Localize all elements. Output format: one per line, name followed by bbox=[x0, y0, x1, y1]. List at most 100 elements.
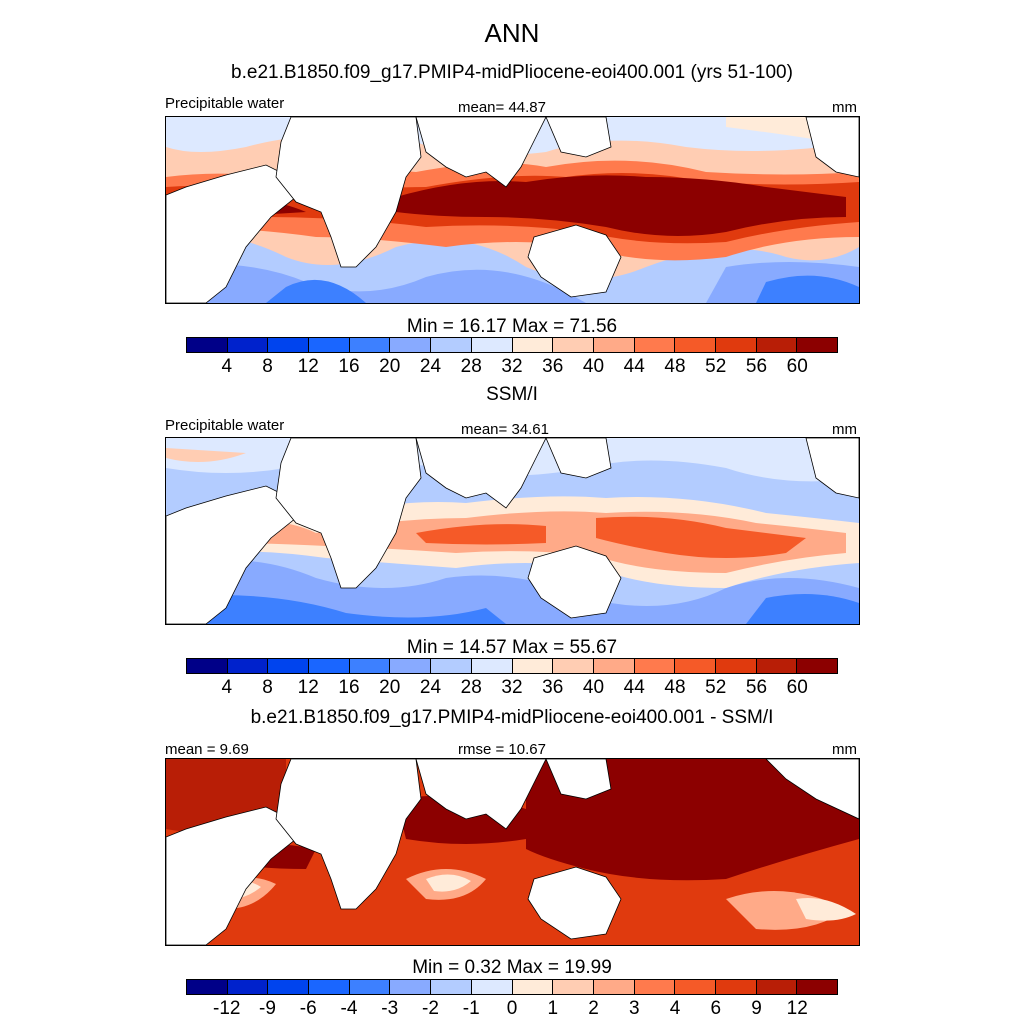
panel3-colorbar-swatch bbox=[715, 980, 757, 994]
panel2-colorbar-swatch bbox=[715, 659, 757, 673]
panel3-colorbar-tick: -4 bbox=[340, 998, 358, 1019]
panel2-colorbar-swatch bbox=[431, 659, 472, 673]
panel2-colorbar-tick: 20 bbox=[379, 677, 401, 698]
panel2-colorbar-swatch bbox=[756, 659, 798, 673]
panel3-colorbar-swatch bbox=[390, 980, 432, 994]
panel3-colorbar-tick: 2 bbox=[588, 998, 599, 1019]
panel3-title: b.e21.B1850.f09_g17.PMIP4-midPliocene-eo… bbox=[250, 707, 774, 728]
panel2-colorbar-swatch bbox=[390, 659, 432, 673]
panel2-colorbar-swatch bbox=[187, 659, 228, 673]
panel1-mean-label: mean= 44.87 bbox=[458, 99, 546, 116]
panel3-colorbar-swatch bbox=[634, 980, 676, 994]
panel3-colorbar-tick: 6 bbox=[710, 998, 722, 1019]
panel2-colorbar-ticks: 4 8 12 16 20 24 28 32 36 40 44 48 52 56 60 bbox=[186, 677, 838, 699]
panel2-title: SSM/I bbox=[486, 384, 538, 405]
panel2-colorbar-swatch bbox=[675, 659, 716, 673]
panel3-colorbar-swatch bbox=[187, 980, 228, 994]
panel1-colorbar-swatch bbox=[471, 338, 513, 352]
panel1-colorbar-tick: 36 bbox=[542, 356, 564, 377]
panel2-colorbar-tick: 8 bbox=[262, 677, 273, 698]
panel3-colorbar-swatch bbox=[675, 980, 716, 994]
panel1-colorbar-swatch bbox=[553, 338, 594, 352]
panel1-colorbar-swatch bbox=[390, 338, 432, 352]
panel1-colorbar-tick: 16 bbox=[338, 356, 360, 377]
panel1-title: b.e21.B1850.f09_g17.PMIP4-midPliocene-eo… bbox=[231, 62, 793, 83]
panel3-colorbar-tick: 0 bbox=[506, 998, 518, 1019]
panel1-colorbar-tick: 60 bbox=[786, 356, 808, 377]
panel3-colorbar-tick: -3 bbox=[381, 998, 399, 1019]
panel3-colorbar-tick: 9 bbox=[751, 998, 762, 1019]
panel3-colorbar-swatch bbox=[756, 980, 798, 994]
panel3-map bbox=[165, 758, 860, 946]
panel3-colorbar-tick: -6 bbox=[299, 998, 317, 1019]
panel2-colorbar-tick: 12 bbox=[297, 677, 319, 698]
panel1-colorbar-tick: 40 bbox=[582, 356, 605, 377]
panel3-colorbar-tick: -12 bbox=[213, 998, 241, 1019]
panel3-colorbar-swatch bbox=[431, 980, 472, 994]
panel1-colorbar-swatch bbox=[756, 338, 798, 352]
figure-title: ANN bbox=[484, 18, 540, 48]
panel2-colorbar-tick: 28 bbox=[460, 677, 482, 698]
panel2-mean-label: mean= 34.61 bbox=[461, 421, 549, 438]
panel3-colorbar-swatch bbox=[268, 980, 310, 994]
panel1-colorbar-tick: 48 bbox=[664, 356, 686, 377]
panel2-colorbar-swatch bbox=[634, 659, 676, 673]
panel1-units-label: mm bbox=[832, 99, 857, 116]
panel1-colorbar-swatch bbox=[309, 338, 350, 352]
panel1-map bbox=[165, 116, 860, 304]
panel1-colorbar bbox=[186, 337, 838, 353]
panel2-colorbar-swatch bbox=[309, 659, 350, 673]
panel1-colorbar-ticks: 4 8 12 16 20 24 28 32 36 40 44 48 52 56 60 bbox=[186, 356, 838, 378]
panel3-minmax: Min = 0.32 Max = 19.99 bbox=[412, 957, 612, 978]
panel1-colorbar-tick: 52 bbox=[705, 356, 727, 377]
panel2-variable-label: Precipitable water bbox=[165, 417, 285, 434]
panel2-colorbar-swatch bbox=[471, 659, 513, 673]
panel1-minmax: Min = 16.17 Max = 71.56 bbox=[406, 316, 618, 337]
panel2-colorbar-tick: 48 bbox=[664, 677, 686, 698]
panel2-colorbar-tick: 24 bbox=[419, 677, 442, 698]
panel3-colorbar-tick: 3 bbox=[628, 998, 640, 1019]
panel2-colorbar-swatch bbox=[349, 659, 391, 673]
panel1-colorbar-tick: 4 bbox=[221, 356, 233, 377]
panel2-colorbar-tick: 44 bbox=[623, 677, 645, 698]
panel2-colorbar-swatch bbox=[512, 659, 554, 673]
panel3-colorbar-swatch bbox=[593, 980, 635, 994]
panel3-colorbar-swatch bbox=[471, 980, 513, 994]
panel3-mean-label: mean = 9.69 bbox=[165, 741, 249, 758]
panel1-colorbar-swatch bbox=[715, 338, 757, 352]
panel1-colorbar-swatch bbox=[634, 338, 676, 352]
panel3-colorbar bbox=[186, 979, 838, 995]
panel3-colorbar-tick: -1 bbox=[462, 998, 480, 1019]
panel2-minmax: Min = 14.57 Max = 55.67 bbox=[406, 637, 618, 658]
panel2-colorbar bbox=[186, 658, 838, 674]
panel2-colorbar-swatch bbox=[268, 659, 310, 673]
panel3-units-label: mm bbox=[832, 741, 857, 758]
panel2-colorbar-tick: 16 bbox=[338, 677, 360, 698]
panel1-colorbar-tick: 56 bbox=[745, 356, 768, 377]
panel3-colorbar-ticks: -12 -9 -6 -4 -3 -2 -1 0 1 2 3 4 6 9 12 bbox=[186, 998, 838, 1020]
panel1-colorbar-tick: 24 bbox=[419, 356, 442, 377]
panel2-colorbar-tick: 56 bbox=[745, 677, 768, 698]
panel1-colorbar-tick: 8 bbox=[262, 356, 273, 377]
panel1-colorbar-tick: 32 bbox=[501, 356, 523, 377]
panel2-units-label: mm bbox=[832, 421, 857, 438]
panel3-colorbar-swatch bbox=[553, 980, 594, 994]
panel1-colorbar-swatch bbox=[187, 338, 228, 352]
panel2-colorbar-tick: 4 bbox=[221, 677, 233, 698]
panel3-colorbar-swatch bbox=[309, 980, 350, 994]
panel1-colorbar-tick: 28 bbox=[460, 356, 482, 377]
panel2-colorbar-tick: 32 bbox=[501, 677, 523, 698]
panel3-rmse-label: rmse = 10.67 bbox=[458, 741, 546, 758]
panel1-colorbar-swatch bbox=[675, 338, 716, 352]
panel3-colorbar-swatch bbox=[227, 980, 269, 994]
panel3-colorbar-swatch bbox=[797, 980, 837, 994]
panel1-colorbar-tick: 44 bbox=[623, 356, 645, 377]
panel3-colorbar-tick: -9 bbox=[259, 998, 276, 1019]
panel2-colorbar-swatch bbox=[553, 659, 594, 673]
panel3-colorbar-tick: 12 bbox=[786, 998, 808, 1019]
panel1-colorbar-swatch bbox=[431, 338, 472, 352]
panel1-colorbar-swatch bbox=[268, 338, 310, 352]
panel3-colorbar-tick: -2 bbox=[422, 998, 439, 1019]
panel2-colorbar-tick: 60 bbox=[786, 677, 808, 698]
panel3-colorbar-swatch bbox=[512, 980, 554, 994]
